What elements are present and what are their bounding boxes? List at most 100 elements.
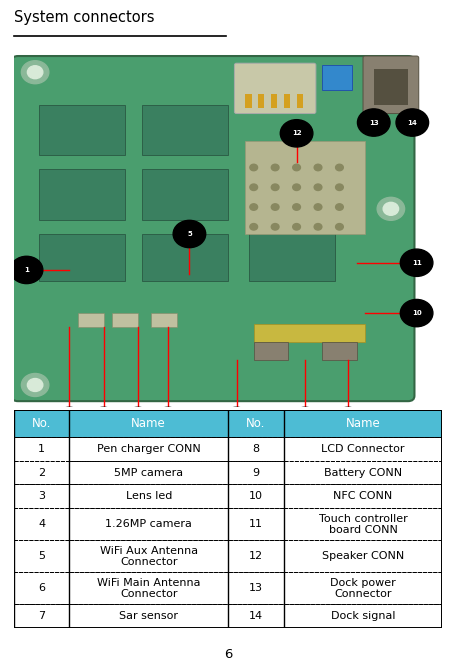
Circle shape [335,224,343,230]
Bar [228,540,283,573]
Bar [228,573,283,604]
Text: 12: 12 [291,130,301,136]
Text: Dock signal: Dock signal [330,612,394,622]
Bar [14,540,69,573]
Text: 8: 8 [302,418,307,424]
Bar [228,485,283,509]
Circle shape [292,184,300,190]
Bar [283,437,441,460]
Bar [253,342,288,360]
Bar [69,460,227,485]
Bar [14,604,69,628]
Text: WiFi Main Antenna
Connector: WiFi Main Antenna Connector [97,577,200,599]
Circle shape [313,204,321,210]
Bar [283,460,441,485]
Bar [228,509,283,540]
Text: 1: 1 [24,267,29,273]
Bar [112,313,138,327]
Bar [228,573,283,604]
Circle shape [331,407,364,435]
Text: 2: 2 [67,418,71,424]
Bar [69,540,227,573]
Bar [228,485,283,509]
Bar [69,604,227,628]
Bar [14,437,69,460]
Circle shape [399,300,432,327]
Bar [69,485,227,509]
Circle shape [271,184,278,190]
Bar [249,180,334,281]
Circle shape [53,407,86,435]
Bar [283,410,441,437]
Bar [283,410,441,437]
Circle shape [27,66,43,79]
Bar [228,437,283,460]
Bar [283,460,441,485]
Circle shape [357,109,389,136]
Text: Sar sensor: Sar sensor [119,612,178,622]
Text: 1.26MP camera: 1.26MP camera [105,519,192,530]
Bar [69,540,227,573]
Text: 2: 2 [38,468,45,478]
Bar [69,509,227,540]
Bar [283,573,441,604]
Circle shape [152,407,184,435]
Text: 7: 7 [38,612,45,622]
Text: Name: Name [131,417,166,429]
Circle shape [87,407,120,435]
FancyBboxPatch shape [11,56,414,401]
Text: 3: 3 [38,491,45,501]
Bar [78,313,103,327]
Bar [228,410,283,437]
Bar [283,604,441,628]
Circle shape [249,204,257,210]
Bar [69,410,227,437]
Bar [283,540,441,573]
Bar [373,69,407,105]
Text: 13: 13 [368,120,378,126]
Bar [142,169,228,220]
Bar [228,460,283,485]
FancyBboxPatch shape [362,56,418,114]
Circle shape [249,164,257,171]
Text: 11: 11 [411,260,420,265]
Bar [69,460,227,485]
Text: Battery CONN: Battery CONN [323,468,401,478]
Text: 3: 3 [101,418,106,424]
Bar [14,410,69,437]
Bar [228,604,283,628]
Circle shape [292,164,300,171]
Bar [245,140,364,234]
Circle shape [10,256,43,284]
Bar [283,509,441,540]
Circle shape [292,224,300,230]
Text: 14: 14 [406,120,416,126]
Text: 8: 8 [252,444,259,454]
Text: 12: 12 [248,552,263,561]
Circle shape [21,60,49,84]
Text: Touch controller
board CONN: Touch controller board CONN [318,513,406,535]
Bar [14,485,69,509]
Bar [69,573,227,604]
Bar [283,94,289,108]
Circle shape [249,184,257,190]
Bar [69,604,227,628]
Bar [14,604,69,628]
Circle shape [121,407,154,435]
Text: Name: Name [345,417,379,429]
Bar [14,460,69,485]
Circle shape [280,120,312,147]
Bar [14,485,69,509]
Text: 9: 9 [252,468,259,478]
Circle shape [313,184,321,190]
Text: No.: No. [32,417,51,429]
Bar [14,437,69,460]
Bar [69,485,227,509]
Bar [283,437,441,460]
Text: 1: 1 [38,444,45,454]
Circle shape [376,198,404,220]
Bar [39,105,125,155]
Bar [283,485,441,509]
Circle shape [395,109,428,136]
Circle shape [220,407,253,435]
